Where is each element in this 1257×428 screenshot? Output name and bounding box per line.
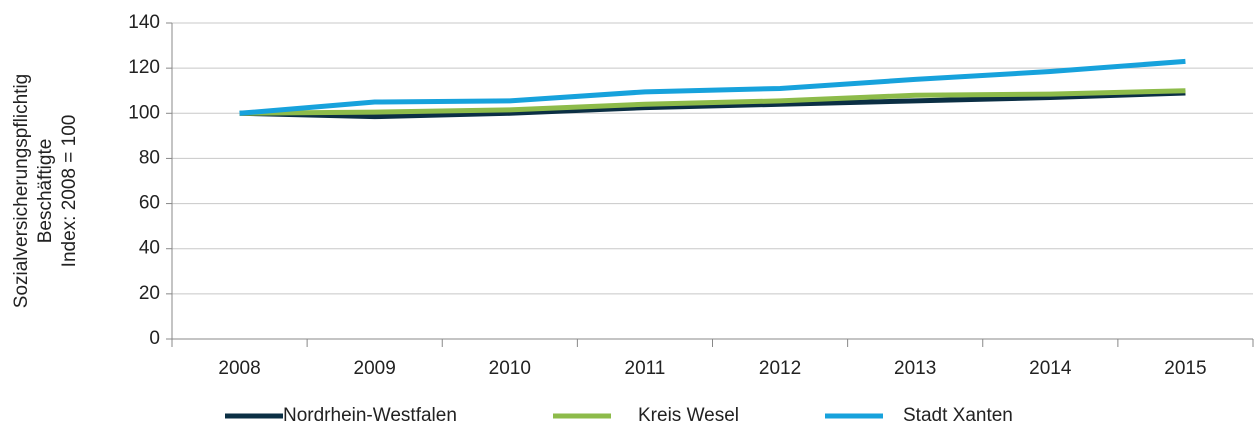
legend-label: Stadt Xanten [903, 405, 1013, 426]
x-tick-label: 2013 [894, 358, 936, 379]
x-tick-label: 2009 [354, 358, 396, 379]
y-tick-label: 20 [139, 283, 160, 304]
y-tick-label: 140 [128, 12, 160, 33]
y-tick-label: 0 [149, 328, 160, 349]
y-tick-label: 100 [128, 102, 160, 123]
series-line [239, 58, 1186, 116]
x-tick-label: 2015 [1164, 358, 1206, 379]
y-tick-label: 120 [128, 57, 160, 78]
y-axis-label: Index: 2008 = 100 [59, 115, 80, 268]
x-tick-label: 2012 [759, 358, 801, 379]
series-line [239, 88, 1186, 116]
x-tick-label: 2011 [625, 358, 666, 379]
y-tick-label: 80 [139, 147, 160, 168]
series-line [239, 90, 1186, 120]
legend-label: Nordrhein-Westfalen [283, 405, 457, 426]
legend-label: Kreis Wesel [638, 405, 739, 426]
y-tick-label: 40 [139, 238, 160, 259]
y-tick-label: 60 [139, 193, 160, 214]
y-axis-label: Sozialversicherungspflichtig [11, 74, 32, 308]
x-tick-label: 2014 [1029, 358, 1072, 379]
x-tick-label: 2010 [489, 358, 531, 379]
x-tick-label: 2008 [218, 358, 260, 379]
y-axis-label: Beschäftigte [35, 139, 56, 244]
